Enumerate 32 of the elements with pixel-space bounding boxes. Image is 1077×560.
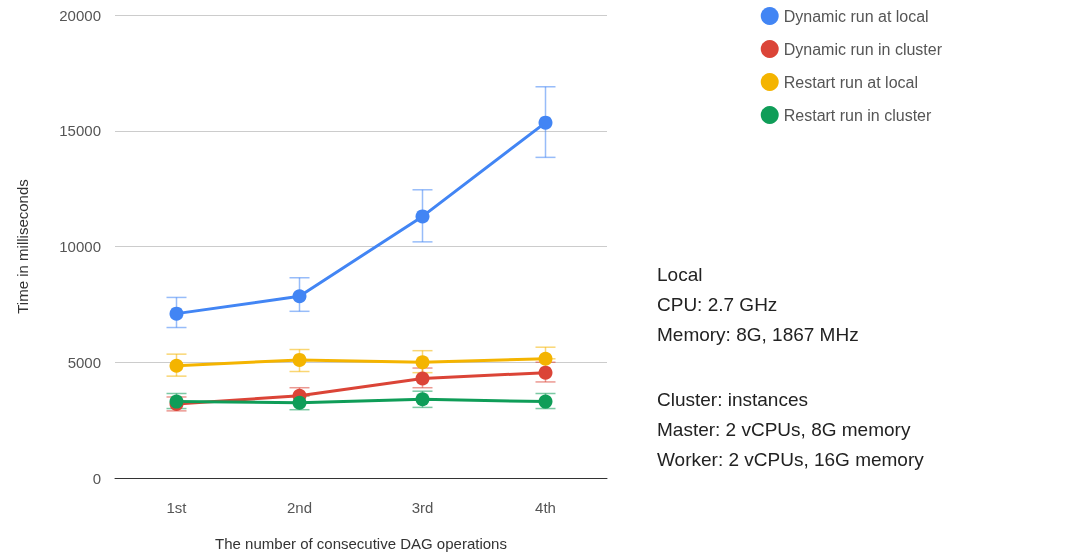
text: Cluster: instances: [657, 389, 809, 410]
point: [415, 209, 430, 224]
point: [169, 306, 184, 321]
y-axis-title: Time in milliseconds: [14, 179, 31, 314]
x-axis-title: The number of consecutive DAG operations: [215, 535, 507, 552]
point: [538, 351, 553, 366]
point: [538, 115, 553, 130]
x-tick-label: 1st: [166, 499, 188, 516]
legend-label: Dynamic run at local: [783, 7, 929, 25]
x-tick-label: 2nd: [286, 499, 313, 516]
y-tick-label: 15000: [59, 122, 101, 140]
legend-label: Restart run at local: [783, 73, 919, 91]
x-tick-label: 3rd: [411, 499, 434, 516]
point: [292, 395, 307, 410]
point: [415, 392, 430, 407]
point: [415, 355, 430, 370]
y-tick-label: 10000: [59, 238, 101, 255]
point: [292, 289, 307, 304]
point: [538, 394, 553, 409]
text: Memory: 8G, 1867 MHz: [657, 324, 859, 345]
text: CPU: 2.7 GHz: [657, 294, 778, 315]
text: Master: 2 vCPUs, 8G memory: [657, 419, 911, 440]
point: [292, 352, 307, 367]
text: Worker: 2 vCPUs, 16G memory: [657, 449, 925, 470]
y-tick-label: 20000: [59, 6, 101, 24]
legend-label: Dynamic run in cluster: [783, 40, 943, 58]
text: Local: [657, 264, 703, 285]
y-tick-label: 5000: [67, 353, 101, 371]
x-tick-label: 4th: [535, 499, 556, 516]
point: [169, 358, 184, 373]
legend-label: Restart run in cluster: [783, 106, 933, 124]
y-tick-label: 0: [92, 469, 101, 487]
